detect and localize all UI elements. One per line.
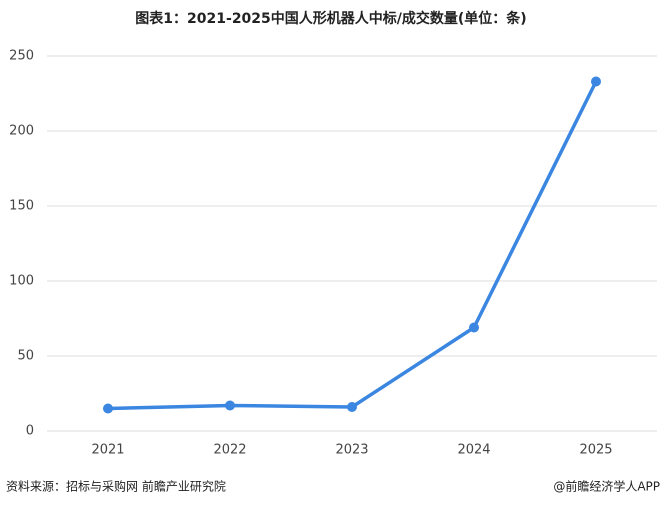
y-tick-label: 100 xyxy=(9,274,34,289)
x-tick-label: 2025 xyxy=(579,443,612,458)
y-tick-label: 0 xyxy=(26,424,34,439)
source: 资料来源：招标与采购网 前瞻产业研究院 xyxy=(6,479,226,494)
x-tick-label: 2024 xyxy=(457,443,490,458)
x-tick-label: 2022 xyxy=(213,443,246,458)
y-tick-label: 50 xyxy=(17,349,34,364)
x-tick-label: 2021 xyxy=(91,443,124,458)
credit: @前瞻经济学人APP xyxy=(553,479,660,494)
y-tick-label: 250 xyxy=(9,49,34,64)
point xyxy=(469,322,479,333)
point xyxy=(347,402,357,412)
point xyxy=(591,76,601,87)
point xyxy=(225,400,235,411)
x-tick-label: 2023 xyxy=(335,443,368,458)
chart-title: 图表1：2021-2025中国人形机器人中标/成交数量(单位：条) xyxy=(135,10,526,27)
y-tick-label: 150 xyxy=(9,199,34,214)
point xyxy=(103,403,113,414)
y-tick-label: 200 xyxy=(9,124,34,139)
